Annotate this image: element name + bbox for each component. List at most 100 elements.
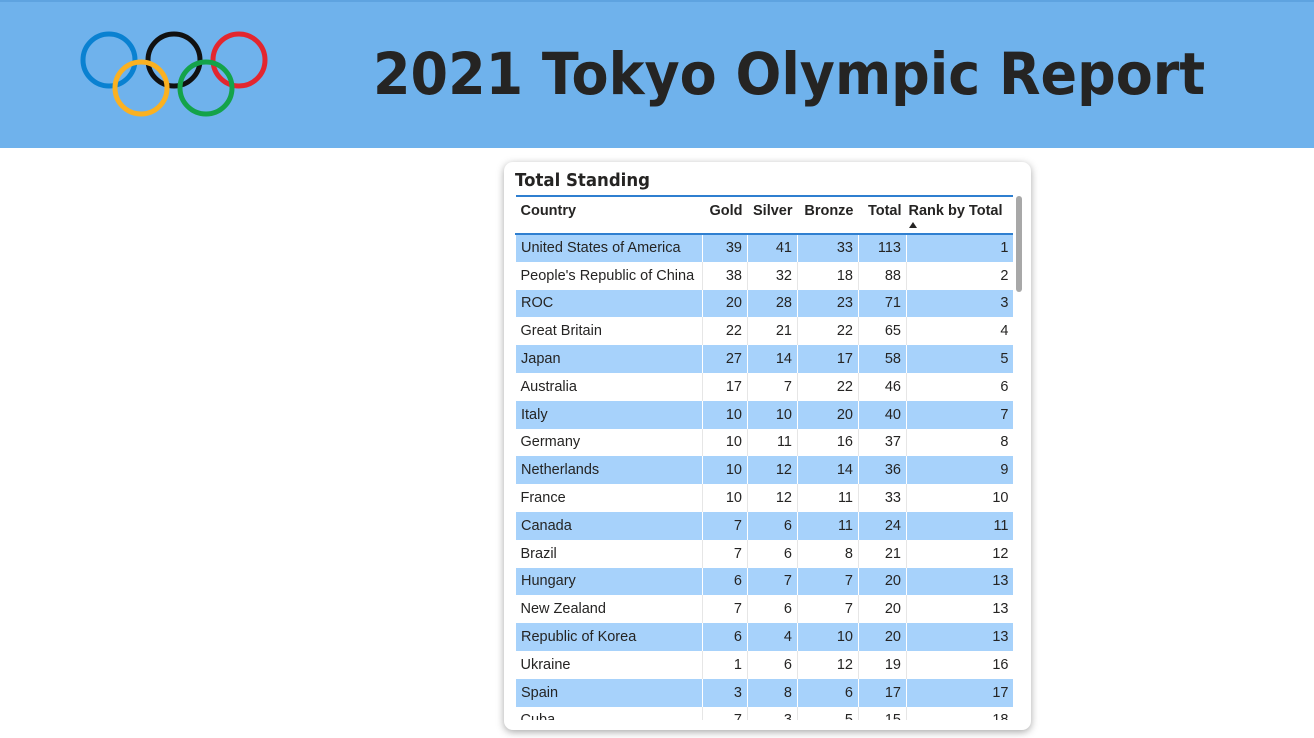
cell-bronze: 22 bbox=[797, 317, 859, 346]
cell-country: Great Britain bbox=[520, 323, 602, 340]
cell-country: People's Republic of China bbox=[520, 267, 695, 284]
column-header-silver[interactable]: Silver bbox=[753, 203, 793, 219]
standing-table: Country Gold Silver Bronze Total Rank by… bbox=[515, 195, 1013, 720]
cell-gold: 6 bbox=[702, 567, 748, 596]
table-row[interactable]: Australia 17 7 22 46 6 bbox=[516, 372, 1013, 401]
cell-bronze: 16 bbox=[797, 428, 859, 457]
cell-total: 15 bbox=[858, 706, 907, 720]
table-row[interactable]: People's Republic of China 38 32 18 88 2 bbox=[516, 261, 1013, 290]
table-row[interactable]: Great Britain 22 21 22 65 4 bbox=[516, 317, 1013, 346]
cell-total: 19 bbox=[858, 650, 907, 679]
cell-silver: 41 bbox=[747, 234, 798, 262]
cell-country: Germany bbox=[520, 434, 581, 451]
cell-total: 20 bbox=[858, 567, 907, 596]
cell-rank: 12 bbox=[906, 539, 1013, 568]
cell-total: 113 bbox=[858, 234, 907, 262]
cell-gold: 7 bbox=[702, 595, 748, 624]
cell-bronze: 8 bbox=[797, 539, 859, 568]
cell-total: 37 bbox=[858, 428, 907, 457]
cell-total: 36 bbox=[858, 456, 907, 485]
column-header-country[interactable]: Country bbox=[520, 203, 577, 219]
cell-silver: 6 bbox=[747, 539, 798, 568]
cell-silver: 4 bbox=[747, 623, 798, 651]
table-row[interactable]: United States of America 39 41 33 113 1 bbox=[515, 234, 1013, 262]
table-row[interactable]: New Zealand 7 6 7 20 13 bbox=[516, 595, 1013, 624]
cell-silver: 6 bbox=[747, 511, 798, 540]
report-header: 2021 Tokyo Olympic Report bbox=[0, 0, 1314, 148]
table-row[interactable]: Republic of Korea 6 4 10 20 13 bbox=[515, 623, 1013, 651]
column-header-total[interactable]: Total bbox=[867, 203, 902, 219]
cell-total: 24 bbox=[858, 511, 907, 540]
cell-bronze: 22 bbox=[797, 372, 859, 401]
table-row[interactable]: Japan 27 14 17 58 5 bbox=[515, 345, 1013, 373]
cell-gold: 27 bbox=[702, 345, 748, 373]
table-row[interactable]: Netherlands 10 12 14 36 9 bbox=[515, 456, 1013, 485]
cell-silver: 10 bbox=[747, 400, 798, 429]
cell-bronze: 12 bbox=[797, 650, 859, 679]
cell-country: Japan bbox=[515, 345, 703, 373]
table-scroll-area[interactable]: Country Gold Silver Bronze Total Rank by… bbox=[515, 195, 1013, 720]
cell-country: ROC bbox=[515, 289, 703, 318]
vertical-scrollbar[interactable] bbox=[1016, 196, 1022, 292]
cell-rank: 13 bbox=[906, 595, 1013, 624]
cell-total: 20 bbox=[858, 623, 907, 651]
cell-silver: 3 bbox=[747, 706, 798, 720]
cell-gold: 1 bbox=[702, 650, 748, 679]
cell-rank: 18 bbox=[906, 706, 1013, 720]
cell-bronze: 14 bbox=[797, 456, 859, 485]
table-row[interactable]: Italy 10 10 20 40 7 bbox=[515, 400, 1013, 429]
cell-gold: 10 bbox=[702, 484, 748, 512]
table-row[interactable]: Canada 7 6 11 24 11 bbox=[515, 511, 1013, 540]
cell-country: Australia bbox=[520, 378, 577, 395]
cell-silver: 7 bbox=[747, 567, 798, 596]
cell-country: United States of America bbox=[515, 234, 703, 262]
table-row[interactable]: Spain 3 8 6 17 17 bbox=[515, 678, 1013, 707]
table-header-row: Country Gold Silver Bronze Total Rank by… bbox=[515, 196, 1014, 234]
cell-total: 17 bbox=[858, 678, 907, 707]
cell-gold: 7 bbox=[702, 706, 748, 720]
table-row[interactable]: Hungary 6 7 7 20 13 bbox=[515, 567, 1013, 596]
cell-total: 71 bbox=[858, 289, 907, 318]
cell-bronze: 10 bbox=[797, 623, 859, 651]
cell-rank: 4 bbox=[906, 317, 1013, 346]
cell-bronze: 33 bbox=[797, 234, 859, 262]
cell-silver: 21 bbox=[747, 317, 798, 346]
table-row[interactable]: Brazil 7 6 8 21 12 bbox=[516, 539, 1013, 568]
cell-country: Ukraine bbox=[520, 656, 571, 673]
cell-total: 65 bbox=[858, 317, 907, 346]
sort-ascending-icon bbox=[908, 222, 917, 228]
table-row[interactable]: France 10 12 11 33 10 bbox=[516, 484, 1013, 512]
cell-country: France bbox=[520, 490, 566, 507]
column-header-gold[interactable]: Gold bbox=[709, 203, 743, 219]
cell-country: Spain bbox=[515, 678, 703, 707]
column-header-rank-by-total[interactable]: Rank by Total bbox=[907, 196, 1014, 234]
cell-silver: 6 bbox=[747, 650, 798, 679]
cell-rank: 13 bbox=[906, 567, 1013, 596]
cell-total: 88 bbox=[858, 261, 907, 290]
table-row[interactable]: ROC 20 28 23 71 3 bbox=[515, 289, 1013, 318]
cell-country: Brazil bbox=[520, 545, 557, 562]
cell-rank: 2 bbox=[906, 261, 1013, 290]
cell-rank: 3 bbox=[906, 289, 1013, 318]
cell-bronze: 7 bbox=[797, 567, 859, 596]
cell-bronze: 11 bbox=[797, 484, 859, 512]
cell-silver: 6 bbox=[747, 595, 798, 624]
table-row[interactable]: Ukraine 1 6 12 19 16 bbox=[516, 650, 1013, 679]
table-row[interactable]: Cuba7351518 bbox=[516, 706, 1013, 720]
cell-gold: 3 bbox=[702, 678, 748, 707]
column-header-bronze[interactable]: Bronze bbox=[804, 203, 854, 219]
cell-gold: 38 bbox=[702, 261, 748, 290]
total-standing-table-visual[interactable]: Total Standing Country Gold Silver Bronz… bbox=[504, 162, 1031, 730]
table-row[interactable]: Germany 10 11 16 37 8 bbox=[516, 428, 1013, 457]
cell-gold: 22 bbox=[702, 317, 748, 346]
cell-total: 40 bbox=[858, 400, 907, 429]
cell-rank: 7 bbox=[906, 400, 1013, 429]
cell-bronze: 23 bbox=[797, 289, 859, 318]
cell-country: Netherlands bbox=[515, 456, 703, 485]
cell-rank: 8 bbox=[906, 428, 1013, 457]
cell-total: 20 bbox=[858, 595, 907, 624]
cell-bronze: 5 bbox=[797, 706, 859, 720]
cell-bronze: 18 bbox=[797, 261, 859, 290]
visual-title: Total Standing bbox=[515, 170, 650, 191]
cell-total: 46 bbox=[858, 372, 907, 401]
